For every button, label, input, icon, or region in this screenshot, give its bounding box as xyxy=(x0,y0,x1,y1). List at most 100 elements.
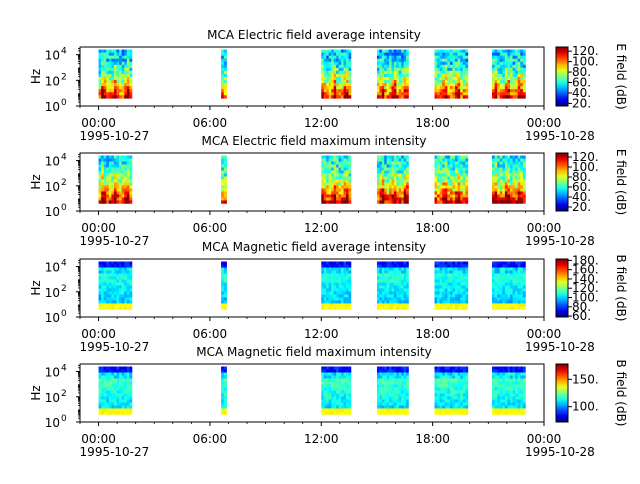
y-tick-exponent: 2 xyxy=(61,284,67,294)
colorbar-gradient xyxy=(555,152,569,212)
data-block-4 xyxy=(376,49,409,99)
y-tick-label: 10 xyxy=(45,311,60,325)
x-tick-label: 06:00 xyxy=(193,221,228,235)
colorbar-label: B field (dB) xyxy=(614,255,628,322)
x-date-label: 1995-10-28 xyxy=(525,340,595,354)
y-axis-label: Hz xyxy=(29,174,43,189)
x-tick-label: 00:00 xyxy=(527,432,562,446)
chart-title: MCA Magnetic field average intensity xyxy=(202,240,426,254)
colorbar-tick-label: 160. xyxy=(572,263,599,277)
colorbar-tick-label: 20. xyxy=(572,96,591,110)
x-date-label: 1995-10-28 xyxy=(525,129,595,143)
data-block-5 xyxy=(434,366,469,415)
x-tick-label: 12:00 xyxy=(304,327,339,341)
colorbar-tick-label: 100. xyxy=(572,291,599,305)
data-block-1 xyxy=(98,155,133,204)
x-tick-label: 12:00 xyxy=(304,221,339,235)
colorbar-tick-label: 150. xyxy=(572,372,599,386)
y-tick-label: 10 xyxy=(45,391,60,405)
colorbar-tick-label: 100. xyxy=(572,55,599,69)
colorbar-tick-label: 60. xyxy=(572,76,591,90)
y-tick-label: 10 xyxy=(45,205,60,219)
data-block-6 xyxy=(492,155,526,204)
y-axis-label: Hz xyxy=(29,69,43,84)
y-tick-label: 10 xyxy=(45,180,60,194)
x-date-label: 1995-10-27 xyxy=(80,445,150,459)
colorbar-tick-label: 80. xyxy=(572,300,591,314)
x-tick-label: 00:00 xyxy=(527,116,562,130)
y-tick-label: 10 xyxy=(45,74,60,88)
x-tick-label: 00:00 xyxy=(81,116,116,130)
colorbar-tick-label: 80. xyxy=(572,65,591,79)
x-tick-label: 06:00 xyxy=(193,116,228,130)
colorbar-tick-label: 40. xyxy=(572,86,591,100)
colorbar-gradient xyxy=(555,258,569,318)
colorbar-tick-label: 140. xyxy=(572,272,599,286)
data-block-5 xyxy=(434,49,469,99)
chart-title: MCA Magnetic field maximum intensity xyxy=(196,345,432,359)
colorbar-tick-label: 120. xyxy=(572,44,599,58)
y-axis-label: Hz xyxy=(29,385,43,400)
data-block-3 xyxy=(321,155,352,204)
y-tick-exponent: 4 xyxy=(61,364,67,374)
x-tick-label: 00:00 xyxy=(81,432,116,446)
axes-frame xyxy=(79,152,545,212)
data-block-2 xyxy=(221,366,227,415)
x-tick-label: 06:00 xyxy=(193,327,228,341)
y-tick-label: 10 xyxy=(45,366,60,380)
data-block-3 xyxy=(321,49,352,99)
data-block-3 xyxy=(321,261,352,310)
data-block-2 xyxy=(221,49,227,99)
x-tick-label: 18:00 xyxy=(415,327,450,341)
data-block-2 xyxy=(221,155,227,204)
x-tick-label: 00:00 xyxy=(527,221,562,235)
x-date-label: 1995-10-27 xyxy=(80,234,150,248)
colorbar-tick-label: 20. xyxy=(572,200,591,214)
data-block-5 xyxy=(434,155,469,204)
x-date-label: 1995-10-27 xyxy=(80,340,150,354)
colorbar-gradient xyxy=(555,363,569,423)
x-tick-label: 18:00 xyxy=(415,432,450,446)
x-tick-label: 12:00 xyxy=(304,432,339,446)
colorbar-label: E field (dB) xyxy=(614,43,628,109)
data-block-1 xyxy=(98,261,133,310)
colorbar: 100. 150. B field (dB) xyxy=(555,360,628,426)
y-tick-exponent: 4 xyxy=(61,259,67,269)
data-block-2 xyxy=(221,261,227,310)
y-tick-exponent: 2 xyxy=(61,178,67,188)
colorbar-label: E field (dB) xyxy=(614,149,628,215)
colorbar-tick-label: 40. xyxy=(572,190,591,204)
y-tick-label: 10 xyxy=(45,416,60,430)
y-tick-exponent: 4 xyxy=(61,47,67,57)
x-date-label: 1995-10-27 xyxy=(80,129,150,143)
x-date-label: 1995-10-28 xyxy=(525,234,595,248)
y-tick-label: 10 xyxy=(45,286,60,300)
y-tick-exponent: 0 xyxy=(61,309,67,319)
colorbar-tick-label: 60. xyxy=(572,180,591,194)
colorbar: 20.40.60.80.100.120. E field (dB) xyxy=(555,43,628,110)
data-block-6 xyxy=(492,366,526,415)
colorbar-tick-label: 120. xyxy=(572,150,599,164)
axes-frame xyxy=(79,258,545,318)
colorbar: 20.40.60.80.100.120. E field (dB) xyxy=(555,149,628,215)
colorbar-tick-label: 180. xyxy=(572,253,599,267)
data-block-1 xyxy=(98,366,133,415)
x-tick-label: 00:00 xyxy=(81,327,116,341)
data-block-6 xyxy=(492,261,526,310)
axes-frame xyxy=(79,363,545,423)
colorbar-gradient xyxy=(555,46,569,107)
y-tick-exponent: 2 xyxy=(61,72,67,82)
colorbar-tick-label: 120. xyxy=(572,281,599,295)
colorbar: 60.80.100.120.140.160.180. B field (dB) xyxy=(555,253,628,323)
colorbar-tick-label: 60. xyxy=(572,309,591,323)
y-tick-label: 10 xyxy=(45,155,60,169)
x-tick-label: 12:00 xyxy=(304,116,339,130)
data-block-4 xyxy=(376,366,409,415)
data-block-4 xyxy=(376,155,409,204)
colorbar-tick-label: 100. xyxy=(572,160,599,174)
